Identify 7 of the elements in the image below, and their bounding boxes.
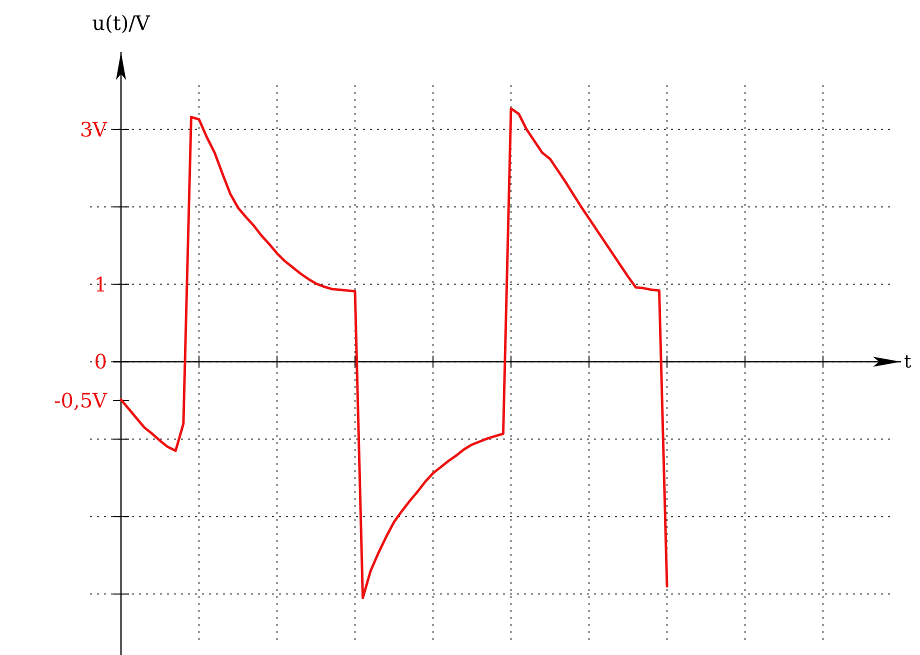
y-tick-label: -0,5V (54, 388, 108, 412)
x-axis-title: t (904, 352, 912, 373)
y-tick-label: 3V (80, 117, 108, 142)
y-tick-label: 0 (94, 350, 107, 374)
y-axis-title: u(t)/V (92, 11, 150, 35)
line-series (120, 107, 668, 600)
y-tick-label: 1 (94, 272, 107, 296)
